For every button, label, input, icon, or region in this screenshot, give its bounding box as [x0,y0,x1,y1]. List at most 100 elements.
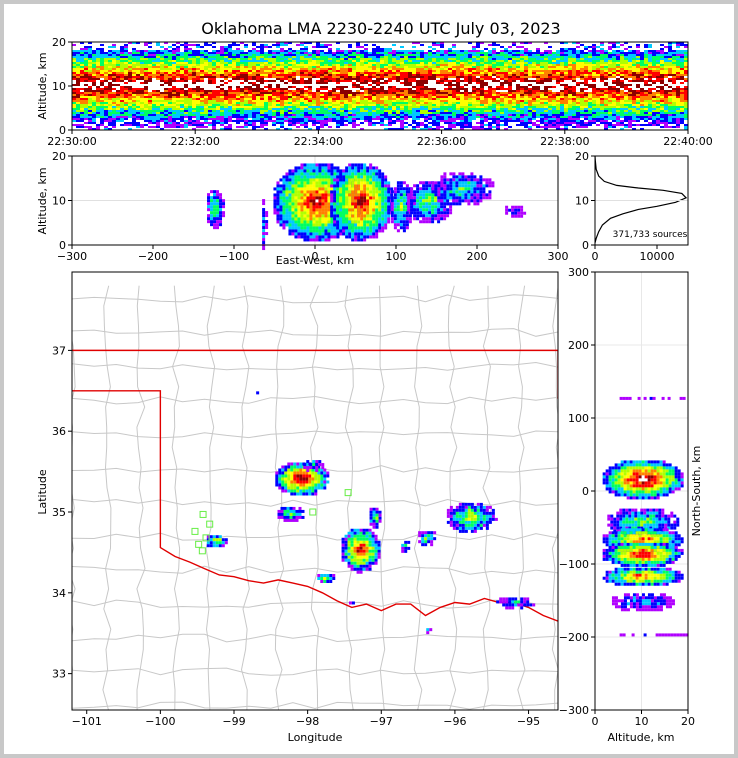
time-altitude-cell [564,84,568,86]
time-altitude-cell [264,64,268,66]
time-altitude-cell [204,116,208,118]
time-altitude-cell [196,66,200,68]
time-altitude-cell [244,96,248,98]
time-altitude-cell [552,72,556,74]
time-altitude-cell [340,68,344,70]
time-altitude-cell [528,120,532,122]
time-altitude-cell [160,64,164,66]
time-altitude-cell [540,58,544,60]
time-altitude-cell [476,84,480,86]
time-altitude-cell [156,42,160,44]
time-altitude-cell [396,60,400,62]
time-altitude-cell [520,120,524,122]
time-altitude-cell [96,90,100,92]
time-altitude-cell [388,110,392,112]
time-altitude-cell [488,80,492,82]
time-altitude-cell [520,52,524,54]
time-altitude-cell [304,82,308,84]
time-altitude-cell [448,56,452,58]
time-altitude-cell [236,122,240,124]
time-altitude-cell [316,92,320,94]
time-altitude-cell [264,88,268,90]
time-altitude-cell [352,110,356,112]
time-altitude-cell [388,124,392,126]
time-altitude-cell [328,60,332,62]
time-altitude-cell [416,56,420,58]
time-altitude-cell [132,116,136,118]
time-altitude-cell [336,86,340,88]
time-altitude-cell [220,66,224,68]
time-altitude-cell [516,66,520,68]
time-altitude-cell [112,66,116,68]
time-altitude-cell [368,112,372,114]
time-altitude-cell [432,90,436,92]
time-altitude-cell [340,100,344,102]
time-altitude-cell [456,64,460,66]
time-altitude-cell [500,62,504,64]
time-altitude-cell [160,78,164,80]
time-altitude-cell [136,78,140,80]
time-altitude-cell [308,78,312,80]
time-altitude-cell [148,66,152,68]
time-altitude-cell [168,124,172,126]
time-altitude-cell [260,104,264,106]
time-altitude-cell [528,128,532,130]
time-altitude-cell [80,48,84,50]
time-altitude-cell [240,76,244,78]
time-altitude-cell [532,96,536,98]
time-altitude-cell [156,100,160,102]
time-altitude-cell [88,86,92,88]
time-altitude-cell [100,68,104,70]
time-altitude-cell [564,124,568,126]
time-altitude-cell [120,124,124,126]
time-altitude-cell [404,98,408,100]
time-altitude-cell [560,122,564,124]
time-altitude-cell [100,92,104,94]
time-altitude-cell [384,66,388,68]
time-altitude-cell [432,56,436,58]
time-altitude-cell [400,66,404,68]
time-altitude-cell [284,62,288,64]
time-altitude-cell [508,116,512,118]
time-altitude-cell [96,62,100,64]
time-altitude-cell [448,62,452,64]
time-altitude-cell [288,68,292,70]
time-altitude-cell [480,58,484,60]
time-altitude-cell [200,54,204,56]
time-altitude-cell [188,72,192,74]
time-altitude-cell [428,54,432,56]
time-altitude-cell [276,74,280,76]
time-altitude-cell [328,48,332,50]
time-altitude-cell [476,96,480,98]
time-altitude-cell [504,60,508,62]
time-altitude-cell [440,90,444,92]
time-altitude-cell [160,114,164,116]
time-altitude-cell [316,122,320,124]
time-altitude-cell [116,80,120,82]
time-altitude-cell [504,80,508,82]
time-altitude-cell [312,102,316,104]
time-altitude-cell [296,70,300,72]
time-altitude-cell [124,96,128,98]
time-altitude-cell [444,68,448,70]
time-altitude-cell [284,128,288,130]
time-altitude-cell [332,52,336,54]
time-altitude-cell [396,86,400,88]
time-altitude-cell [272,124,276,126]
time-altitude-cell [188,124,192,126]
time-altitude-cell [400,46,404,48]
time-altitude-cell [480,54,484,56]
time-altitude-cell [432,62,436,64]
time-altitude-cell [164,116,168,118]
time-altitude-cell [528,78,532,80]
time-altitude-cell [156,126,160,128]
time-altitude-cell [148,126,152,128]
time-altitude-cell [212,66,216,68]
time-altitude-cell [244,110,248,112]
time-altitude-cell [496,118,500,120]
time-altitude-cell [516,68,520,70]
time-altitude-cell [336,58,340,60]
time-altitude-cell [112,80,116,82]
time-altitude-cell [280,54,284,56]
time-altitude-cell [540,126,544,128]
